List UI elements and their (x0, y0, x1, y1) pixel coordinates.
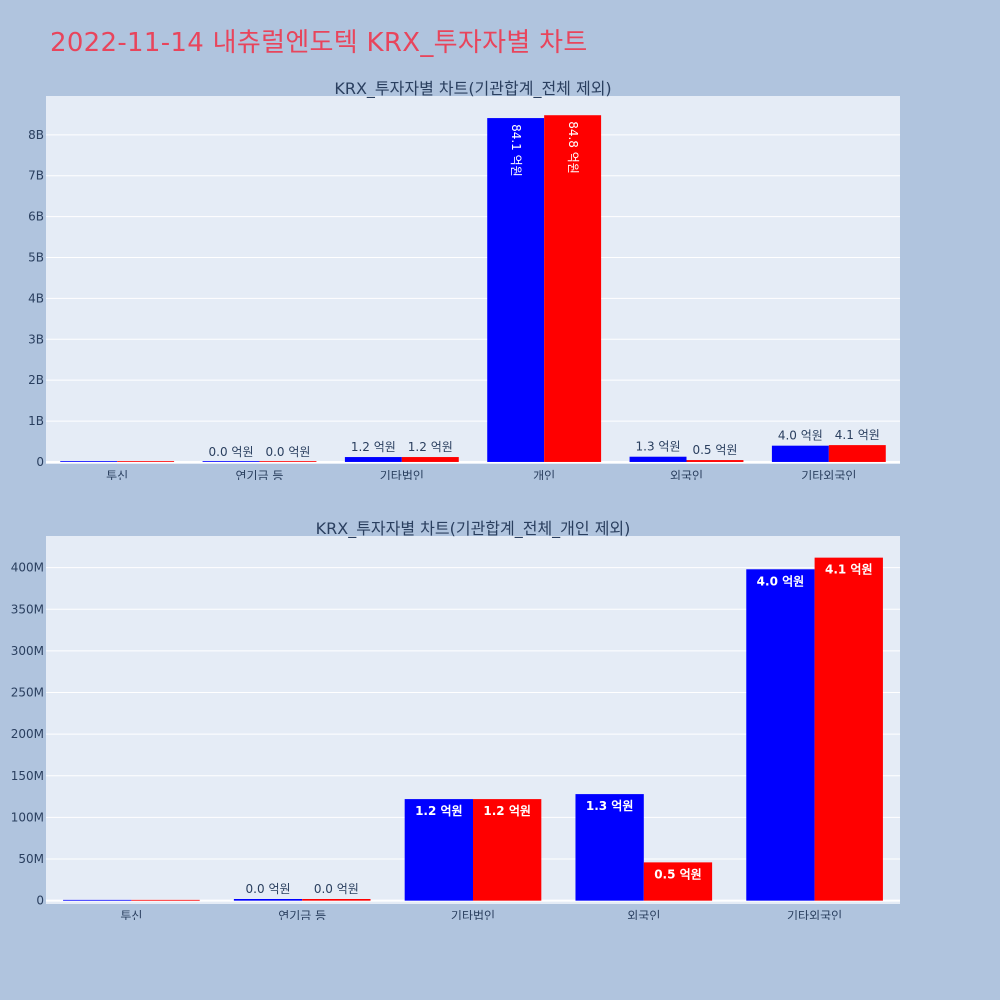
y-tick-label: 8B (28, 128, 44, 142)
bar (575, 794, 644, 901)
bar (60, 461, 118, 462)
y-tick-label: 2B (28, 373, 44, 387)
y-tick-label: 50M (18, 852, 44, 866)
bar (544, 115, 602, 462)
bar (828, 445, 886, 462)
chart-title: KRX_투자자별 차트(기관합계_전체_개인 제외) (316, 519, 631, 539)
data-label: 84.8 억원 (566, 121, 580, 174)
bar (259, 461, 317, 462)
x-tick-label: 투신 (106, 469, 128, 480)
x-tick-label: 외국인 (627, 909, 660, 920)
data-label: 4.1 억원 (825, 563, 873, 577)
data-label: 4.1 억원 (835, 428, 880, 442)
data-label: 0.0 억원 (265, 445, 310, 459)
y-tick-label: 6B (28, 210, 44, 224)
data-label: 0.0 억원 (209, 445, 254, 459)
plot-area (46, 96, 900, 464)
bar (473, 799, 542, 901)
page-title: 2022-11-14 내츄럴엔도텍 KRX_투자자별 차트 (50, 28, 588, 58)
chart-krx-excluding-institution-total: KRX_투자자별 차트(기관합계_전체 제외) 0 1B 2B 3B 4B 5B 6B 7B 8B… (28, 79, 900, 480)
x-tick-label: 연기금 등 (278, 909, 326, 920)
y-tick-label: 250M (11, 686, 44, 700)
data-label: 1.3 억원 (636, 440, 681, 454)
y-tick-label: 400M (11, 561, 44, 575)
bar (344, 457, 402, 462)
bar (686, 460, 744, 462)
chart-title: KRX_투자자별 차트(기관합계_전체 제외) (334, 79, 611, 99)
data-label: 4.0 억원 (778, 429, 823, 443)
x-tick-label: 투신 (120, 909, 142, 920)
bar (771, 445, 829, 462)
x-tick-label: 개인 (533, 469, 555, 480)
data-label: 84.1 억원 (509, 124, 523, 177)
bar (302, 899, 371, 901)
y-tick-label: 350M (11, 602, 44, 616)
data-label: 4.0 억원 (757, 574, 805, 588)
bar (814, 557, 883, 901)
y-tick-label: 150M (11, 769, 44, 783)
y-tick-label: 3B (28, 332, 44, 346)
data-label: 1.2 억원 (351, 440, 396, 454)
y-tick-label: 100M (11, 810, 44, 824)
bar (746, 569, 815, 901)
y-tick-label: 200M (11, 727, 44, 741)
data-label: 1.2 억원 (483, 804, 531, 818)
data-label: 0.0 억원 (246, 882, 291, 896)
bar (117, 461, 175, 462)
data-label: 0.5 억원 (692, 443, 737, 457)
y-tick-label: 7B (28, 169, 44, 183)
bar (487, 118, 545, 462)
x-tick-label: 기타외국인 (787, 909, 842, 920)
data-label: 0.0 억원 (314, 882, 359, 896)
y-tick-label: 5B (28, 251, 44, 265)
y-tick-label: 0 (36, 455, 44, 469)
x-tick-label: 기타법인 (451, 909, 495, 920)
y-tick-label: 4B (28, 291, 44, 305)
x-tick-label: 기타외국인 (801, 469, 856, 480)
bar (63, 899, 132, 901)
data-label: 1.3 억원 (586, 799, 634, 813)
y-tick-label: 0 (36, 894, 44, 908)
x-tick-label: 기타법인 (380, 469, 424, 480)
bar (404, 799, 473, 901)
data-label: 0.5 억원 (654, 867, 702, 881)
y-tick-label: 1B (28, 414, 44, 428)
bar (629, 456, 687, 462)
y-tick-label: 300M (11, 644, 44, 658)
bar (233, 899, 303, 901)
chart-krx-excluding-institution-total-and-individual: KRX_투자자별 차트(기관합계_전체_개인 제외) 0 50M 100M 150M 20… (11, 519, 900, 920)
data-label: 1.2 억원 (408, 440, 453, 454)
x-tick-label: 외국인 (670, 469, 703, 480)
bar (202, 461, 260, 462)
x-tick-label: 연기금 등 (236, 469, 284, 480)
data-label: 1.2 억원 (415, 804, 463, 818)
bar (643, 862, 713, 901)
bar (131, 899, 200, 901)
bar (401, 457, 459, 462)
